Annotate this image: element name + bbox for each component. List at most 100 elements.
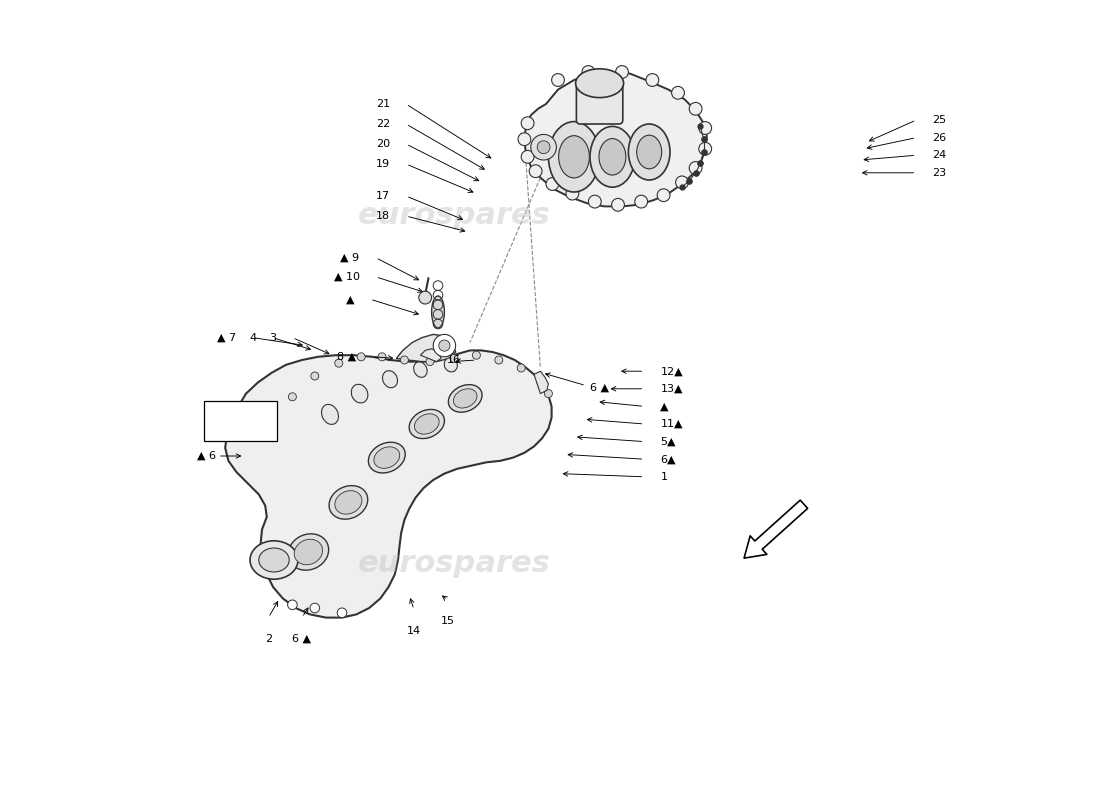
Ellipse shape — [368, 442, 405, 473]
Circle shape — [311, 372, 319, 380]
FancyArrowPatch shape — [744, 500, 807, 558]
Circle shape — [537, 377, 544, 385]
Text: eurospares: eurospares — [358, 202, 550, 230]
Text: 18: 18 — [376, 211, 390, 221]
Ellipse shape — [288, 534, 329, 570]
Circle shape — [400, 356, 408, 364]
Circle shape — [698, 142, 712, 155]
Ellipse shape — [414, 362, 427, 378]
Text: ▲= 1: ▲= 1 — [226, 414, 255, 427]
Ellipse shape — [575, 69, 624, 98]
Circle shape — [287, 600, 297, 610]
Ellipse shape — [321, 404, 339, 425]
Circle shape — [588, 195, 602, 208]
Circle shape — [582, 66, 595, 78]
Circle shape — [675, 176, 689, 189]
Circle shape — [612, 198, 625, 211]
Ellipse shape — [415, 414, 439, 434]
Text: 1: 1 — [660, 472, 668, 482]
Circle shape — [426, 358, 434, 366]
Circle shape — [544, 390, 552, 398]
Text: 23: 23 — [933, 168, 946, 178]
Circle shape — [495, 356, 503, 364]
Text: 17: 17 — [376, 191, 390, 201]
Ellipse shape — [258, 548, 289, 572]
Circle shape — [310, 603, 320, 613]
Text: ▲: ▲ — [660, 402, 669, 411]
FancyBboxPatch shape — [576, 78, 623, 124]
Polygon shape — [420, 349, 441, 362]
Circle shape — [698, 122, 712, 134]
Circle shape — [521, 150, 534, 163]
Circle shape — [672, 86, 684, 99]
Text: 21: 21 — [376, 99, 390, 109]
Ellipse shape — [637, 135, 662, 169]
Ellipse shape — [449, 385, 482, 412]
Circle shape — [450, 354, 458, 362]
Polygon shape — [396, 334, 455, 362]
Text: 19: 19 — [376, 159, 390, 169]
Text: 24: 24 — [933, 150, 947, 160]
FancyBboxPatch shape — [204, 401, 277, 441]
Circle shape — [358, 353, 365, 361]
Text: 6 ▲: 6 ▲ — [293, 634, 311, 643]
Circle shape — [338, 608, 346, 618]
Ellipse shape — [444, 358, 458, 372]
Polygon shape — [226, 350, 551, 618]
Circle shape — [616, 66, 628, 78]
Circle shape — [433, 334, 455, 357]
Text: 26: 26 — [933, 133, 946, 142]
Circle shape — [472, 351, 481, 359]
Circle shape — [518, 133, 531, 146]
Text: 11▲: 11▲ — [660, 419, 683, 429]
Circle shape — [521, 117, 534, 130]
Text: 14: 14 — [407, 626, 421, 635]
Ellipse shape — [628, 124, 670, 180]
Text: 3: 3 — [270, 333, 276, 342]
Ellipse shape — [334, 490, 362, 514]
Ellipse shape — [351, 384, 367, 403]
Ellipse shape — [383, 370, 397, 388]
Circle shape — [690, 102, 702, 115]
Text: 25: 25 — [933, 115, 946, 125]
Circle shape — [334, 359, 343, 367]
Ellipse shape — [559, 136, 590, 178]
Text: ▲ 10: ▲ 10 — [333, 272, 360, 282]
Text: 6 ▲: 6 ▲ — [590, 382, 609, 392]
Circle shape — [264, 422, 273, 430]
Text: 5▲: 5▲ — [660, 437, 675, 446]
Text: 8 ▲: 8 ▲ — [338, 352, 356, 362]
Circle shape — [537, 141, 550, 154]
Circle shape — [529, 165, 542, 178]
Ellipse shape — [294, 539, 322, 565]
Text: 15: 15 — [441, 616, 454, 626]
Ellipse shape — [431, 296, 444, 328]
Text: ▲ 9: ▲ 9 — [341, 253, 360, 262]
Text: 12▲: 12▲ — [660, 366, 683, 376]
Ellipse shape — [453, 389, 477, 408]
Ellipse shape — [590, 126, 635, 187]
Text: 16: 16 — [447, 355, 461, 365]
Circle shape — [546, 178, 559, 190]
Text: 22: 22 — [376, 119, 390, 129]
Text: 4: 4 — [250, 333, 256, 342]
Circle shape — [635, 195, 648, 208]
Circle shape — [419, 291, 431, 304]
Circle shape — [646, 74, 659, 86]
Circle shape — [517, 364, 525, 372]
Ellipse shape — [374, 447, 399, 468]
Circle shape — [378, 353, 386, 361]
Circle shape — [531, 134, 557, 160]
Text: ▲ 6: ▲ 6 — [197, 451, 216, 461]
Text: eurospares: eurospares — [358, 550, 550, 578]
Text: 6▲: 6▲ — [660, 454, 675, 464]
Text: 20: 20 — [376, 139, 390, 149]
Ellipse shape — [250, 541, 298, 579]
Ellipse shape — [549, 122, 600, 192]
Circle shape — [288, 393, 296, 401]
Ellipse shape — [409, 410, 444, 438]
Polygon shape — [534, 371, 549, 394]
Circle shape — [439, 340, 450, 351]
Circle shape — [551, 74, 564, 86]
Text: ▲: ▲ — [345, 294, 354, 304]
